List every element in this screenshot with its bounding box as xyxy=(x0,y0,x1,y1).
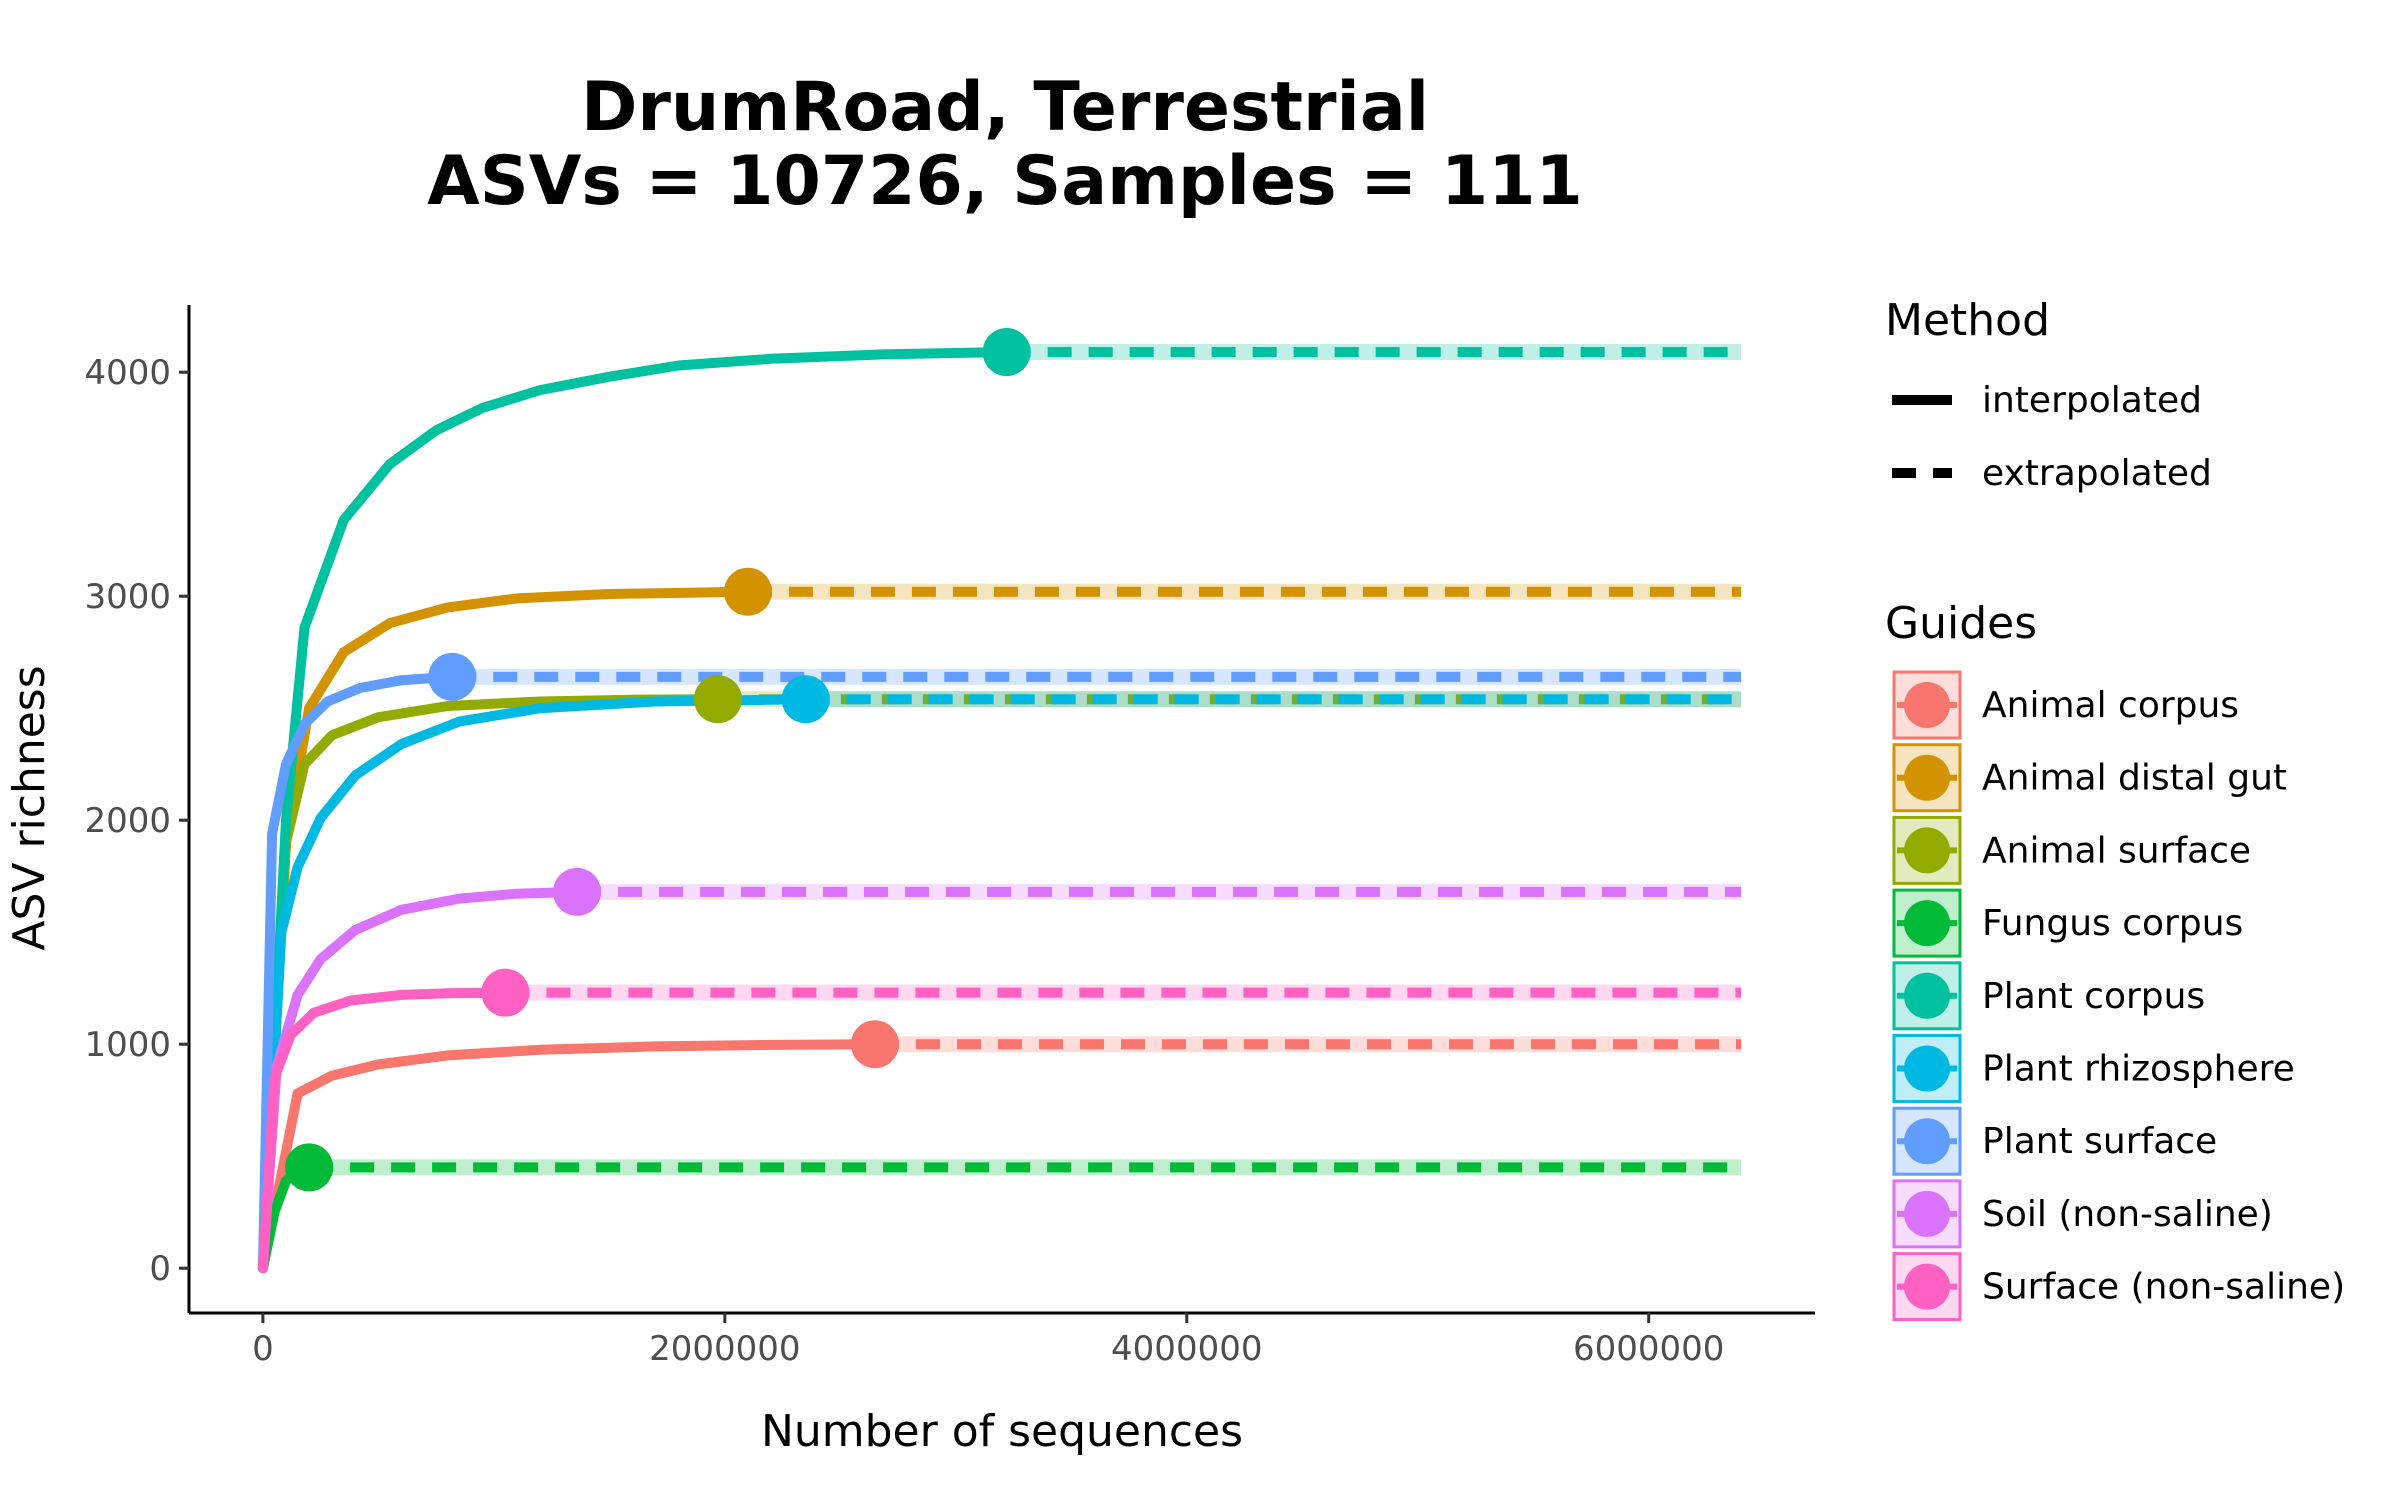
observed-point-animal-surface xyxy=(693,675,742,724)
y-tick-label: 2000 xyxy=(84,801,171,841)
observed-point-fungus-corpus xyxy=(285,1143,334,1192)
x-tick-label: 4000000 xyxy=(1111,1329,1262,1369)
y-tick-label: 4000 xyxy=(84,353,171,393)
guides-legend-title: Guides xyxy=(1885,598,2037,649)
interpolated-line-plant-corpus xyxy=(257,347,1012,1274)
x-tick-label: 2000000 xyxy=(649,1329,800,1369)
y-tick-label: 0 xyxy=(149,1249,171,1289)
legend-key-point xyxy=(1904,682,1950,728)
chart-title-line2: ASVs = 10726, Samples = 111 xyxy=(427,142,1583,221)
legend-label: Animal surface xyxy=(1982,830,2251,871)
interpolated-line-animal-corpus xyxy=(257,1039,880,1274)
legend-key-point xyxy=(1904,1263,1950,1310)
x-tick-label: 0 xyxy=(252,1329,274,1369)
interpolated-line-surface-non-saline xyxy=(257,987,511,1274)
guides-legend-item-surface-non-saline: Surface (non-saline) xyxy=(1892,1252,2345,1322)
observed-point-soil-non-saline xyxy=(553,867,602,916)
plot-lines xyxy=(257,344,1742,1274)
legend-label: Plant corpus xyxy=(1982,976,2205,1017)
interpolated-line-plant-surface xyxy=(257,671,458,1274)
legend-label: Animal corpus xyxy=(1982,685,2239,726)
legend-key-point xyxy=(1904,754,1950,801)
legend-key-point xyxy=(1904,900,1950,947)
legend-key-point xyxy=(1904,1118,1950,1165)
guides-legend-items: Animal corpus Animal distal gut Animal sur… xyxy=(1892,670,2345,1322)
observed-point-plant-surface xyxy=(428,652,477,701)
y-ticks: 0 1000 2000 3000 4000 xyxy=(84,353,189,1289)
guides-legend-item-plant-corpus: Plant corpus xyxy=(1892,961,2205,1031)
plot-points xyxy=(285,328,1031,1192)
guides-legend-item-soil-non-saline: Soil (non-saline) xyxy=(1892,1179,2273,1249)
chart-title-line1: DrumRoad, Terrestrial xyxy=(581,68,1429,147)
legend-label: Fungus corpus xyxy=(1982,903,2243,944)
legend-label: Surface (non-saline) xyxy=(1982,1267,2345,1308)
x-tick-label: 6000000 xyxy=(1573,1329,1724,1369)
legend-key-point xyxy=(1904,972,1950,1019)
observed-point-animal-corpus xyxy=(850,1020,899,1069)
observed-point-plant-rhizosphere xyxy=(781,675,830,724)
observed-point-surface-non-saline xyxy=(481,968,530,1017)
guides-legend-item-plant-surface: Plant surface xyxy=(1892,1106,2217,1176)
observed-point-animal-distal-gut xyxy=(723,567,772,616)
guides-legend-item-animal-distal-gut: Animal distal gut xyxy=(1892,743,2287,813)
legend-key-point xyxy=(1904,1045,1950,1092)
interpolated-line-plant-rhizosphere xyxy=(257,694,811,1274)
x-axis-title: Number of sequences xyxy=(761,1406,1243,1457)
guides-legend-item-animal-corpus: Animal corpus xyxy=(1892,670,2239,740)
guides-legend-item-fungus-corpus: Fungus corpus xyxy=(1892,888,2243,958)
guides-legend-item-plant-rhizosphere: Plant rhizosphere xyxy=(1892,1034,2295,1103)
legend-label: Animal distal gut xyxy=(1982,758,2287,799)
observed-point-plant-corpus xyxy=(982,328,1031,377)
y-axis-title: ASV richness xyxy=(4,665,55,950)
method-legend-title: Method xyxy=(1885,295,2050,346)
legend-key-point xyxy=(1904,1190,1950,1237)
legend-key-point xyxy=(1904,827,1950,874)
guides-legend-item-animal-surface: Animal surface xyxy=(1892,815,2251,885)
method-legend-label-interpolated: interpolated xyxy=(1982,380,2202,421)
method-legend-label-extrapolated: extrapolated xyxy=(1982,453,2212,494)
y-tick-label: 1000 xyxy=(84,1025,171,1065)
legend-label: Plant rhizosphere xyxy=(1982,1049,2295,1090)
legend-label: Plant surface xyxy=(1982,1121,2217,1162)
x-ticks: 0 2000000 4000000 6000000 xyxy=(252,1313,1724,1369)
y-tick-label: 3000 xyxy=(84,577,171,617)
legend-label: Soil (non-saline) xyxy=(1982,1194,2273,1235)
method-legend: Method interpolated extrapolated xyxy=(1885,295,2212,494)
